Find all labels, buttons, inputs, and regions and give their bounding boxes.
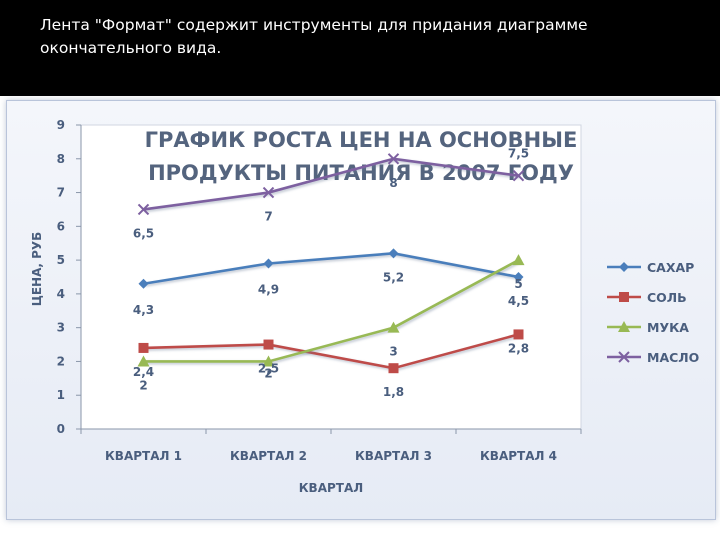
data-label: 6,5: [133, 226, 154, 240]
data-label: 2,5: [258, 362, 279, 376]
chart-title-line: ГРАФИК РОСТА ЦЕН НА ОСНОВНЫЕ: [145, 128, 578, 152]
legend-marker: [618, 351, 630, 363]
series-line-4: [143, 157, 519, 211]
data-point: [138, 342, 149, 353]
x-tick-label: КВАРТАЛ 4: [480, 449, 557, 463]
data-label: 7,5: [508, 147, 529, 161]
legend-marker: [618, 321, 630, 332]
data-label: 7: [264, 210, 272, 224]
data-point: [262, 186, 275, 199]
data-point: [263, 258, 274, 269]
slide-caption: Лента "Формат" содержит инструменты для …: [40, 16, 588, 57]
legend-item: САХАР: [607, 260, 694, 275]
legend-marker: [619, 292, 629, 302]
line-chart: ГРАФИК РОСТА ЦЕН НА ОСНОВНЫЕ ПРОДУКТЫ ПИТ…: [30, 118, 699, 495]
data-label: 1,8: [383, 385, 404, 399]
y-tick-label: 6: [57, 219, 65, 233]
y-tick-label: 5: [57, 253, 65, 267]
data-label: 2: [139, 378, 147, 392]
series-line-2: [143, 333, 519, 370]
title-band: Лента "Формат" содержит инструменты для …: [0, 0, 720, 96]
data-label: 5: [514, 277, 522, 291]
y-tick-label: 9: [57, 118, 65, 132]
data-label: 5,2: [383, 270, 404, 284]
x-tick-label: КВАРТАЛ 2: [230, 449, 307, 463]
axes: 0 1 2 3 4 5 6 7 8 9 КВАРТАЛ 1 КВАРТАЛ 2 КВАРТАЛ 3 КВА…: [30, 118, 582, 495]
data-point: [388, 248, 399, 259]
series-line-3: [143, 258, 520, 363]
data-label: 2,4: [133, 365, 154, 379]
data-point: [137, 355, 150, 367]
data-point: [512, 254, 525, 266]
data-point: [387, 153, 400, 165]
data-label: 2,8: [508, 341, 529, 355]
data-label: 3: [389, 345, 397, 359]
x-tick-label: КВАРТАЛ 3: [355, 449, 432, 463]
data-point: [262, 355, 275, 367]
y-tick-label: 3: [57, 321, 65, 335]
y-axis-label: ЦЕНА, РУБ: [30, 232, 44, 307]
series-group: [137, 153, 525, 374]
y-tick-label: 8: [57, 152, 65, 166]
y-tick-label: 0: [57, 422, 65, 436]
legend-item: СОЛЬ: [607, 290, 687, 305]
data-point: [512, 169, 525, 182]
data-label: 8: [389, 176, 397, 190]
data-point: [263, 339, 274, 350]
data-point: [137, 203, 150, 216]
legend-label: СОЛЬ: [647, 290, 687, 305]
data-labels: 4,3 4,9 5,2 4,5 2,4 2,5 1,8 2,8 2 2 3 5 6,5 7 8 7,5: [133, 147, 529, 400]
data-point: [138, 278, 149, 289]
legend: САХАР СОЛЬ МУКА МАСЛО: [607, 260, 699, 365]
y-tick-label: 7: [57, 186, 65, 200]
data-label: 2: [264, 366, 272, 380]
data-point: [387, 321, 400, 333]
x-tick-label: КВАРТАЛ 1: [105, 449, 182, 463]
legend-label: САХАР: [647, 260, 694, 275]
chart-frame: ГРАФИК РОСТА ЦЕН НА ОСНОВНЫЕ ПРОДУКТЫ ПИТ…: [6, 100, 716, 520]
data-point: [513, 272, 524, 282]
series-line-1: [143, 252, 519, 286]
data-point: [513, 329, 524, 340]
data-label: 4,3: [133, 303, 154, 317]
data-point: [388, 363, 399, 374]
legend-label: МАСЛО: [647, 350, 699, 365]
chart-title-line: ПРОДУКТЫ ПИТАНИЯ В 2007 ГОДУ: [148, 161, 574, 185]
legend-label: МУКА: [647, 320, 689, 335]
legend-item: МАСЛО: [607, 350, 699, 365]
y-tick-label: 2: [57, 354, 65, 368]
y-tick-label: 4: [57, 287, 65, 301]
legend-marker: [619, 262, 629, 272]
legend-item: МУКА: [607, 320, 689, 335]
data-label: 4,5: [508, 294, 529, 308]
x-axis-label: КВАРТАЛ: [299, 481, 363, 495]
data-label: 4,9: [258, 282, 279, 296]
y-tick-label: 1: [57, 388, 65, 402]
